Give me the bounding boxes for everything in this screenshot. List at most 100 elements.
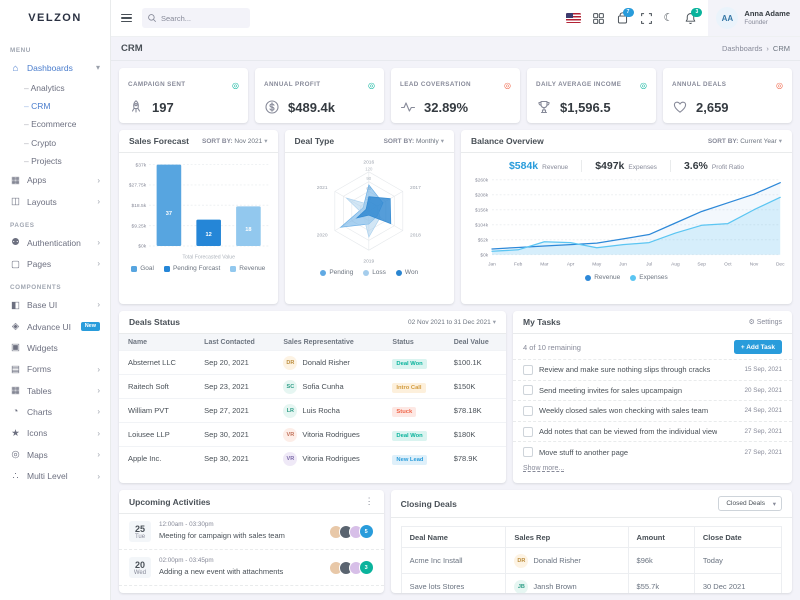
- settings-button[interactable]: Settings: [748, 318, 782, 326]
- date-range-dropdown[interactable]: 02 Nov 2021 to 31 Dec 2021: [408, 318, 496, 326]
- svg-text:Mar: Mar: [540, 261, 549, 267]
- svg-text:2017: 2017: [410, 185, 421, 191]
- svg-text:Nov: Nov: [750, 261, 759, 267]
- deal-name: Loiusee LLP: [119, 422, 196, 447]
- sidebar-item[interactable]: ◫ Layouts ›: [0, 191, 110, 212]
- content: CAMPAIGN SENT 197 ANNUAL PROFIT: [111, 61, 800, 600]
- sidebar-item[interactable]: ∴ Multi Level ›: [0, 466, 110, 487]
- rep-name: Vitoria Rodrigues: [302, 430, 360, 439]
- fullscreen-icon[interactable]: [640, 12, 653, 25]
- deals-filter-select[interactable]: Closed Deals: [718, 496, 782, 511]
- table-row: William PVT Sep 27, 2021 LR Luis Rocha St…: [119, 398, 506, 423]
- task-date: 20 Sep, 2021: [744, 386, 782, 394]
- sidebar-item-label: MENU: [10, 47, 31, 54]
- apps-grid-icon[interactable]: [592, 12, 605, 25]
- task-checkbox[interactable]: [523, 385, 533, 396]
- add-task-button[interactable]: Add Task: [733, 340, 782, 354]
- svg-text:Jan: Jan: [488, 261, 496, 267]
- mid-row: Deals Status 02 Nov 2021 to 31 Dec 2021 …: [119, 311, 792, 483]
- search-input[interactable]: [142, 8, 250, 29]
- sidebar-item[interactable]: ▦ Tables ›: [0, 380, 110, 401]
- svg-text:$52k: $52k: [478, 237, 489, 243]
- apps-icon: ▦: [11, 174, 20, 186]
- card-title: Closing Deals: [400, 498, 457, 509]
- deal-type-sort-dropdown[interactable]: SORT BY: Monthly: [384, 137, 444, 145]
- language-flag-icon[interactable]: [565, 13, 581, 23]
- svg-text:$156k: $156k: [475, 207, 489, 213]
- sidebar-item-label: Multi Level: [27, 471, 68, 482]
- table-row: Loiusee LLP Sep 30, 2021 VR Vitoria Rodri…: [119, 422, 506, 447]
- svg-text:Oct: Oct: [724, 261, 732, 267]
- status-badge: Intro Call: [392, 383, 426, 393]
- rep-name: Luis Rocha: [302, 406, 340, 415]
- cart-icon[interactable]: 7: [616, 7, 634, 25]
- sidebar-item[interactable]: Projects: [0, 152, 110, 170]
- sidebar-item[interactable]: PAGES: [0, 213, 110, 233]
- topbar: 7 ☾ 3 AA Anna Adame Founder: [111, 0, 800, 37]
- stat-value: $489.4k: [288, 99, 335, 115]
- search-box: [142, 8, 250, 29]
- stat-label: LEAD COVERSATION: [400, 80, 472, 88]
- status-badge: Deal Won: [392, 359, 427, 369]
- rep-avatar: DR: [283, 355, 298, 370]
- sidebar-item[interactable]: ⌂ Dashboards ▾: [0, 58, 110, 79]
- sidebar-item[interactable]: Analytics: [0, 79, 110, 97]
- chevron-icon: ›: [97, 407, 100, 417]
- kebab-menu-icon[interactable]: [365, 496, 374, 507]
- balance-sort-dropdown[interactable]: SORT BY: Current Year: [708, 137, 782, 145]
- close-date: 30 Dec 2021: [693, 573, 783, 593]
- closing-deals-table: Deal Name Sales Rep Amount Close Date Acme …: [400, 526, 783, 593]
- sidebar-item[interactable]: ◈ Advance UI New: [0, 316, 110, 337]
- page-title: CRM: [121, 43, 143, 54]
- chevron-down-icon: [777, 138, 782, 145]
- task-item: Move stuff to another page 27 Sep, 2021: [513, 441, 792, 462]
- last-contacted: Sep 23, 2021: [195, 374, 275, 399]
- balance-stat: 3.6% Profit Ratio: [669, 160, 757, 172]
- deal-value: $100.1K: [444, 350, 506, 375]
- sidebar-item-label: Crypto: [24, 138, 56, 148]
- sidebar-item[interactable]: ⚉ Authentication ›: [0, 232, 110, 253]
- deal-value: $150K: [444, 374, 506, 399]
- breadcrumb-root[interactable]: Dashboards: [721, 44, 763, 53]
- dark-mode-icon[interactable]: ☾: [663, 11, 674, 24]
- svg-text:2016: 2016: [363, 159, 374, 165]
- svg-text:120: 120: [365, 166, 373, 171]
- column-header: Last Contacted: [195, 334, 275, 351]
- sidebar-item[interactable]: Crypto: [0, 134, 110, 152]
- activity-time: 02:00pm - 03:45pm: [159, 557, 214, 564]
- task-checkbox[interactable]: [523, 405, 533, 416]
- chevron-down-icon: [262, 138, 267, 145]
- svg-text:$104k: $104k: [475, 222, 489, 228]
- heart-icon: [672, 99, 688, 115]
- column-header: Close Date: [693, 526, 783, 548]
- chevron-down-icon: [491, 319, 496, 326]
- sidebar-item[interactable]: COMPONENTS: [0, 275, 110, 295]
- sidebar-item[interactable]: ◎ Maps ›: [0, 444, 110, 465]
- brand-logo[interactable]: VELZON: [28, 12, 82, 24]
- sidebar-item[interactable]: ▢ Pages ›: [0, 254, 110, 275]
- sidebar-item[interactable]: Ecommerce: [0, 115, 110, 133]
- svg-text:Dec: Dec: [776, 261, 785, 267]
- menu-toggle-button[interactable]: [121, 12, 132, 25]
- task-checkbox[interactable]: [523, 426, 533, 437]
- show-more-link[interactable]: Show more...: [523, 464, 565, 472]
- sidebar-item[interactable]: CRM: [0, 97, 110, 115]
- deal-name: Acme Inc Install: [400, 547, 507, 574]
- sidebar-item[interactable]: ▦ Apps ›: [0, 170, 110, 191]
- sidebar-item[interactable]: ◧ Base UI ›: [0, 295, 110, 316]
- svg-text:2020: 2020: [316, 233, 327, 239]
- sidebar-item[interactable]: ▤ Forms ›: [0, 359, 110, 380]
- sidebar-item-label: Base UI: [27, 300, 58, 311]
- task-checkbox[interactable]: [523, 447, 533, 458]
- sales-forecast-sort-dropdown[interactable]: SORT BY: Nov 2021: [202, 137, 267, 145]
- sidebar-item[interactable]: ▣ Widgets: [0, 337, 110, 358]
- sidebar-item[interactable]: ★ Icons ›: [0, 423, 110, 444]
- notifications-bell-icon[interactable]: 3: [684, 7, 703, 25]
- sidebar-item[interactable]: ◔ Charts ›: [0, 401, 110, 422]
- stats-row: CAMPAIGN SENT 197 ANNUAL PROFIT: [119, 68, 792, 123]
- activities-list: 25 Tue 12:00am - 03:30pm Meeting for cam…: [119, 514, 384, 593]
- task-checkbox[interactable]: [523, 364, 533, 375]
- stat-value: 2,659: [696, 99, 729, 115]
- user-menu[interactable]: AA Anna Adame Founder: [708, 0, 800, 36]
- sidebar-item[interactable]: MENU: [0, 38, 110, 58]
